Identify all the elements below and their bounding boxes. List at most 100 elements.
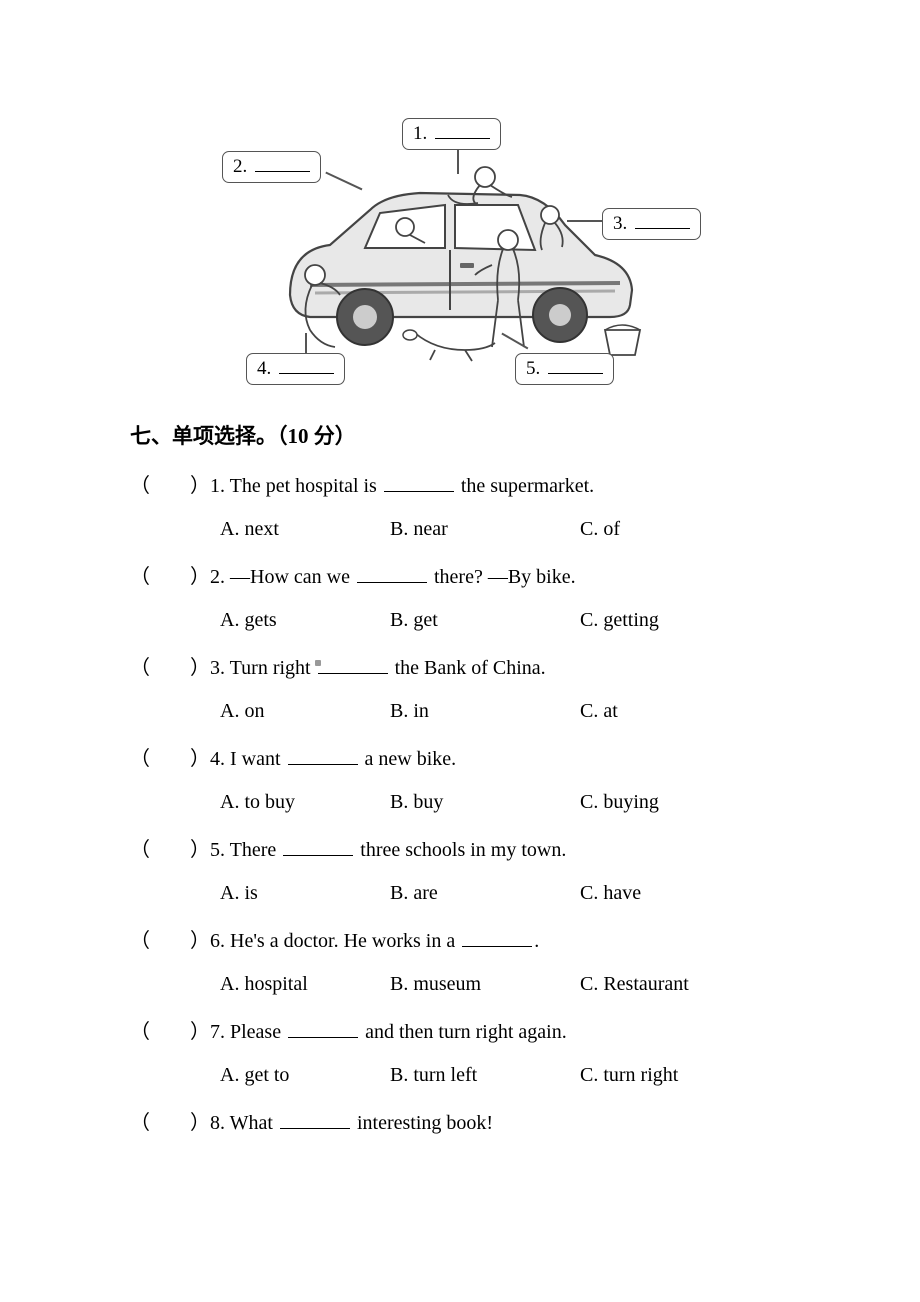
question-head: （ ）8. What interesting book! (130, 1109, 790, 1137)
stem-post: interesting book! (352, 1112, 493, 1134)
question-head: （ ）1. The pet hospital is the supermarke… (130, 472, 790, 500)
question-head: （ ）3. Turn right the Bank of China. (130, 654, 790, 682)
pointer-line (457, 150, 459, 174)
stem-post: the supermarket. (456, 475, 594, 497)
question-stem: 4. I want a new bike. (210, 745, 790, 773)
option-c[interactable]: C. buying (580, 788, 659, 816)
diagram-label-1: 1. (402, 118, 501, 150)
question-head: （ ）6. He's a doctor. He works in a . (130, 927, 790, 955)
stem-post: . (534, 930, 539, 952)
option-b[interactable]: B. get (390, 606, 580, 634)
question-stem: 5. There three schools in my town. (210, 836, 790, 864)
fill-blank[interactable] (283, 842, 353, 856)
question-item: （ ）4. I want a new bike. A. to buyB. buyC… (130, 745, 790, 816)
stem-post: there? —By bike. (429, 566, 576, 588)
question-stem: 1. The pet hospital is the supermarket. (210, 472, 790, 500)
answer-bracket[interactable]: （ ） (130, 1109, 210, 1137)
label-num: 2. (233, 156, 247, 178)
options-row: A. nextB. nearC. of (130, 515, 790, 543)
stem-post: three schools in my town. (355, 839, 566, 861)
stem-pre: There (230, 839, 282, 861)
option-c[interactable]: C. have (580, 879, 641, 907)
option-b[interactable]: B. turn left (390, 1061, 580, 1089)
question-head: （ ）5. There three schools in my town. (130, 836, 790, 864)
questions-list: （ ）1. The pet hospital is the supermarke… (130, 472, 790, 1137)
option-b[interactable]: B. in (390, 697, 580, 725)
option-a[interactable]: A. get to (220, 1061, 390, 1089)
question-stem: 7. Please and then turn right again. (210, 1018, 790, 1046)
label-num: 3. (613, 213, 627, 235)
label-blank[interactable] (548, 360, 603, 374)
question-number: 7. (210, 1021, 230, 1043)
stem-pre: What (230, 1112, 278, 1134)
stem-pre: The pet hospital is (230, 475, 382, 497)
option-b[interactable]: B. near (390, 515, 580, 543)
question-item: （ ）1. The pet hospital is the supermarke… (130, 472, 790, 543)
options-row: A. onB. inC. at (130, 697, 790, 725)
label-blank[interactable] (279, 360, 334, 374)
fill-blank[interactable] (357, 569, 427, 583)
stem-post: and then turn right again. (360, 1021, 567, 1043)
question-number: 2. (210, 566, 230, 588)
option-c[interactable]: C. Restaurant (580, 970, 689, 998)
question-number: 5. (210, 839, 230, 861)
options-row: A. to buyB. buyC. buying (130, 788, 790, 816)
option-a[interactable]: A. on (220, 697, 390, 725)
question-head: （ ）4. I want a new bike. (130, 745, 790, 773)
section-title: 七、单项选择。（10 分） (130, 420, 790, 450)
option-c[interactable]: C. at (580, 697, 618, 725)
option-b[interactable]: B. museum (390, 970, 580, 998)
fill-blank[interactable] (384, 478, 454, 492)
pointer-line (567, 220, 602, 222)
car-diagram: 1. 2. 3. 4. 5. (210, 100, 730, 390)
fill-blank[interactable] (462, 933, 532, 947)
stem-pre: —How can we (230, 566, 355, 588)
fill-blank[interactable] (280, 1115, 350, 1129)
option-b[interactable]: B. are (390, 879, 580, 907)
stem-pre: Please (230, 1021, 286, 1043)
question-head: （ ）7. Please and then turn right again. (130, 1018, 790, 1046)
label-blank[interactable] (255, 158, 310, 172)
stem-pre: Turn right (230, 657, 316, 679)
fill-blank[interactable] (288, 1024, 358, 1038)
question-head: （ ）2. —How can we there? —By bike. (130, 563, 790, 591)
label-blank[interactable] (435, 125, 490, 139)
diagram-label-4: 4. (246, 353, 345, 385)
question-item: （ ）2. —How can we there? —By bike. A. get… (130, 563, 790, 634)
diagram-label-5: 5. (515, 353, 614, 385)
label-num: 1. (413, 123, 427, 145)
label-blank[interactable] (635, 215, 690, 229)
options-row: A. get toB. turn leftC. turn right (130, 1061, 790, 1089)
label-num: 4. (257, 358, 271, 380)
option-c[interactable]: C. getting (580, 606, 659, 634)
options-row: A. getsB. getC. getting (130, 606, 790, 634)
option-a[interactable]: A. gets (220, 606, 390, 634)
answer-bracket[interactable]: （ ） (130, 654, 210, 682)
option-a[interactable]: A. hospital (220, 970, 390, 998)
answer-bracket[interactable]: （ ） (130, 836, 210, 864)
answer-bracket[interactable]: （ ） (130, 1018, 210, 1046)
question-item: （ ）5. There three schools in my town. A. … (130, 836, 790, 907)
answer-bracket[interactable]: （ ） (130, 563, 210, 591)
car-illustration (260, 155, 660, 375)
answer-bracket[interactable]: （ ） (130, 745, 210, 773)
question-number: 3. (210, 657, 230, 679)
answer-bracket[interactable]: （ ） (130, 927, 210, 955)
stem-post: the Bank of China. (390, 657, 546, 679)
fill-blank[interactable] (288, 751, 358, 765)
option-a[interactable]: A. is (220, 879, 390, 907)
fill-blank[interactable] (318, 660, 388, 674)
marker-dot (315, 660, 321, 666)
option-a[interactable]: A. to buy (220, 788, 390, 816)
question-stem: 8. What interesting book! (210, 1109, 790, 1137)
option-b[interactable]: B. buy (390, 788, 580, 816)
answer-bracket[interactable]: （ ） (130, 472, 210, 500)
question-number: 8. (210, 1112, 230, 1134)
question-number: 1. (210, 475, 230, 497)
option-c[interactable]: C. turn right (580, 1061, 678, 1089)
question-stem: 2. —How can we there? —By bike. (210, 563, 790, 591)
question-number: 6. (210, 930, 230, 952)
option-c[interactable]: C. of (580, 515, 620, 543)
option-a[interactable]: A. next (220, 515, 390, 543)
label-num: 5. (526, 358, 540, 380)
